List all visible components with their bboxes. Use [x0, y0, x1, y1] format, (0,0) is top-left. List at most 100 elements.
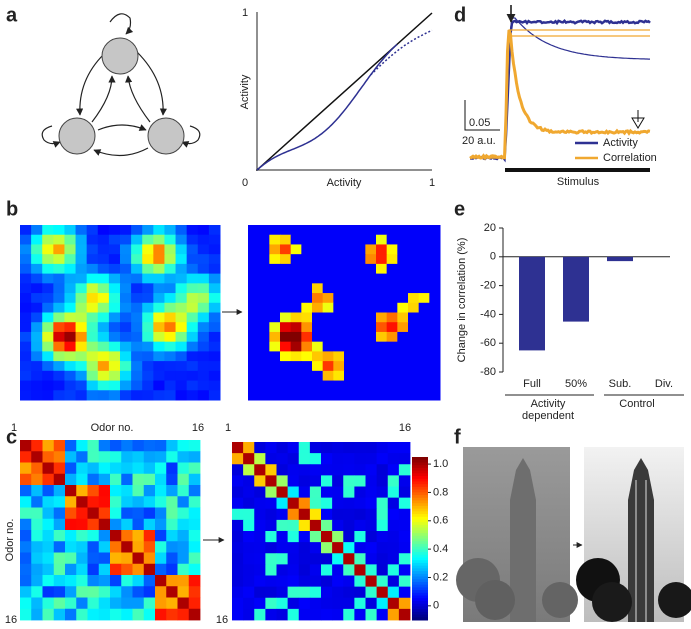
- heat-cell: [186, 322, 199, 333]
- heat-cell: [97, 361, 110, 372]
- matrix-cell: [98, 440, 111, 452]
- heat-cell: [333, 263, 345, 275]
- matrix-cell: [110, 552, 122, 565]
- matrix-cell: [42, 451, 55, 463]
- matrix-cell: [254, 586, 266, 599]
- matrix-cell: [243, 564, 255, 576]
- heat-cell: [258, 331, 270, 343]
- heat-cell: [333, 244, 345, 255]
- matrix-cell: [76, 440, 88, 452]
- heat-cell: [397, 302, 409, 313]
- matrix-cell: [365, 575, 378, 588]
- heat-cell: [208, 341, 221, 352]
- colorbar-cell: [412, 606, 428, 610]
- heat-cell: [20, 380, 32, 391]
- colorbar-cell: [412, 549, 428, 553]
- heat-cell: [75, 263, 88, 275]
- matrix-cell: [188, 586, 201, 598]
- heat-cell: [42, 273, 54, 284]
- heat-cell: [120, 283, 132, 294]
- heat-cell: [208, 390, 221, 401]
- heat-cell: [269, 293, 281, 304]
- matrix-cell: [343, 486, 355, 499]
- heat-cell: [208, 234, 221, 245]
- heat-cell: [376, 312, 388, 323]
- matrix-cell: [243, 442, 255, 454]
- matrix-cell: [398, 486, 411, 499]
- colorbar-cell: [412, 489, 428, 493]
- heat-cell: [208, 302, 221, 313]
- matrix-cell: [188, 507, 201, 520]
- heat-cell: [108, 322, 121, 333]
- heat-cell: [312, 390, 324, 401]
- heat-cell: [312, 263, 324, 275]
- heat-cell: [333, 331, 345, 343]
- heat-cell: [186, 283, 199, 294]
- heat-cell: [131, 225, 143, 236]
- heat-cell: [108, 293, 121, 304]
- heat-cell: [312, 225, 324, 236]
- heat-cell: [290, 380, 302, 391]
- heat-cell: [64, 273, 77, 284]
- matrix-cell: [354, 575, 366, 588]
- matrix-cell: [343, 564, 355, 576]
- heat-cell: [53, 234, 65, 245]
- heat-cell: [75, 273, 88, 284]
- heat-cell: [153, 302, 165, 313]
- heat-cell: [120, 234, 132, 245]
- matrix-cell: [332, 531, 344, 543]
- heat-cell: [31, 331, 43, 343]
- heat-cell: [142, 312, 154, 323]
- heat-cell: [365, 370, 377, 382]
- matrix-cell: [365, 608, 378, 621]
- heat-cell: [142, 331, 154, 343]
- matrix-cell: [98, 597, 111, 610]
- matrix-cell: [143, 440, 156, 452]
- heat-cell: [86, 302, 99, 313]
- heat-cell: [86, 273, 99, 284]
- colorbar-tick-label: 1.0: [433, 458, 448, 470]
- heat-cell: [197, 225, 210, 236]
- y-tick-label: -80: [480, 366, 496, 378]
- heat-cell: [142, 254, 154, 265]
- heat-cell: [31, 312, 43, 323]
- matrix-cell: [309, 586, 322, 599]
- heat-cell: [418, 263, 430, 275]
- x-tick-label: 0: [242, 177, 248, 189]
- matrix-cell: [65, 496, 77, 508]
- heat-cell: [429, 225, 441, 236]
- heat-cell: [175, 331, 188, 343]
- heat-cell: [386, 244, 398, 255]
- heat-cell: [164, 273, 177, 284]
- heat-cell: [290, 351, 302, 362]
- matrix-cell: [398, 564, 411, 576]
- heat-cell: [86, 225, 99, 236]
- matrix-cell: [309, 564, 322, 576]
- matrix-cell: [343, 497, 355, 510]
- matrix-cell: [354, 442, 366, 454]
- matrix-cell: [166, 541, 178, 553]
- matrix-cell: [376, 608, 389, 621]
- heat-cell: [301, 361, 313, 372]
- heat-cell: [280, 254, 292, 265]
- heat-cell: [64, 254, 77, 265]
- matrix-cell: [287, 553, 300, 565]
- matrix-cell: [177, 507, 190, 520]
- heat-cell: [42, 370, 54, 382]
- matrix-cell: [232, 608, 244, 621]
- matrix-cell: [110, 597, 122, 610]
- matrix-cell: [121, 462, 133, 475]
- heat-cell: [120, 390, 132, 401]
- heat-cell: [376, 244, 388, 255]
- matrix-cell: [243, 453, 255, 465]
- matrix-cell: [65, 440, 77, 452]
- matrix-cell: [31, 440, 43, 452]
- colorbar-cell: [412, 478, 428, 482]
- matrix-cell: [110, 440, 122, 452]
- heat-cell: [248, 244, 260, 255]
- matrix-cell: [376, 453, 389, 465]
- matrix-cell: [387, 575, 400, 588]
- matrix-cell: [398, 531, 411, 543]
- matrix-cell: [232, 564, 244, 576]
- matrix-cell: [65, 597, 77, 610]
